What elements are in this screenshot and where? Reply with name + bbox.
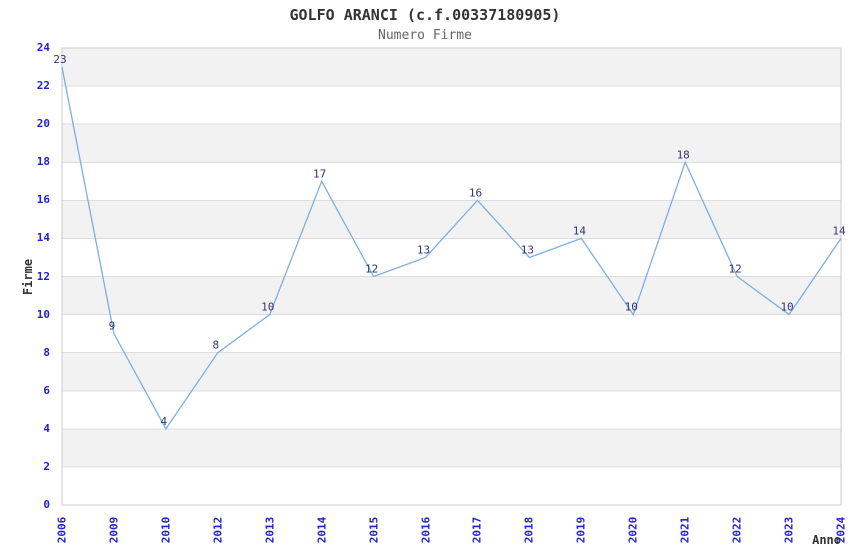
grid-band-white <box>62 466 841 505</box>
y-tick-label: 24 <box>36 41 50 54</box>
y-tick-label: 16 <box>36 193 50 207</box>
x-tick-label: 2018 <box>522 516 536 544</box>
grid-band-gray <box>62 428 841 467</box>
x-tick-label: 2015 <box>367 516 381 544</box>
grid-band-gray <box>62 124 841 163</box>
data-label: 10 <box>780 301 793 314</box>
chart-subtitle: Numero Firme <box>378 28 472 43</box>
x-tick-label: 2012 <box>211 516 225 544</box>
x-tick-label: 2013 <box>263 516 277 544</box>
x-tick-label: 2023 <box>782 516 796 544</box>
y-axis-label: Firme <box>21 258 35 296</box>
data-label: 4 <box>161 415 168 428</box>
y-tick-label: 4 <box>43 421 50 435</box>
data-label: 12 <box>729 263 742 276</box>
data-label: 14 <box>573 224 587 237</box>
grid-band-gray <box>62 200 841 239</box>
data-label: 12 <box>365 263 378 276</box>
data-label: 10 <box>261 301 274 314</box>
data-label: 14 <box>832 224 846 237</box>
y-tick-label: 10 <box>36 307 50 321</box>
data-label: 23 <box>53 53 66 66</box>
x-axis-label: Anno <box>812 533 841 547</box>
data-line <box>61 66 842 431</box>
data-label: 10 <box>625 301 638 314</box>
data-label: 16 <box>469 186 482 199</box>
x-tick-label: 2016 <box>419 516 433 544</box>
x-tick-label: 2021 <box>678 516 692 544</box>
y-tick-label: 22 <box>36 79 50 93</box>
grid-band-gray <box>62 48 841 87</box>
y-tick-label: 0 <box>43 498 50 511</box>
grid-band-gray <box>62 276 841 315</box>
grid-band-white <box>62 162 841 201</box>
data-label: 13 <box>417 243 430 256</box>
y-tick-label: 8 <box>43 345 50 359</box>
x-tick-label: 2009 <box>107 516 121 544</box>
grid-band-gray <box>62 352 841 391</box>
y-tick-label: 20 <box>36 117 50 131</box>
y-tick-label: 2 <box>43 459 50 473</box>
plot-border <box>61 47 842 506</box>
x-tick-label: 2019 <box>574 516 588 544</box>
y-tick-label: 14 <box>36 231 50 245</box>
x-tick-label: 2010 <box>159 516 173 544</box>
data-label: 18 <box>677 148 690 161</box>
y-tick-label: 12 <box>36 269 50 283</box>
grid-band-white <box>62 314 841 353</box>
grid-band-white <box>62 390 841 429</box>
data-label: 9 <box>109 320 116 333</box>
data-label: 13 <box>521 243 534 256</box>
x-tick-label: 2020 <box>626 516 640 544</box>
chart-title: GOLFO ARANCI (c.f.00337180905) <box>289 6 561 24</box>
grid-band-white <box>62 86 841 125</box>
x-tick-label: 2017 <box>470 516 484 544</box>
grid-band-white <box>62 238 841 277</box>
data-label: 17 <box>313 167 326 180</box>
x-tick-label: 2006 <box>55 516 69 544</box>
x-tick-label: 2014 <box>315 516 329 544</box>
y-tick-label: 6 <box>43 383 50 397</box>
data-label: 8 <box>212 339 219 352</box>
y-tick-label: 18 <box>36 155 50 169</box>
x-tick-label: 2022 <box>730 516 744 544</box>
